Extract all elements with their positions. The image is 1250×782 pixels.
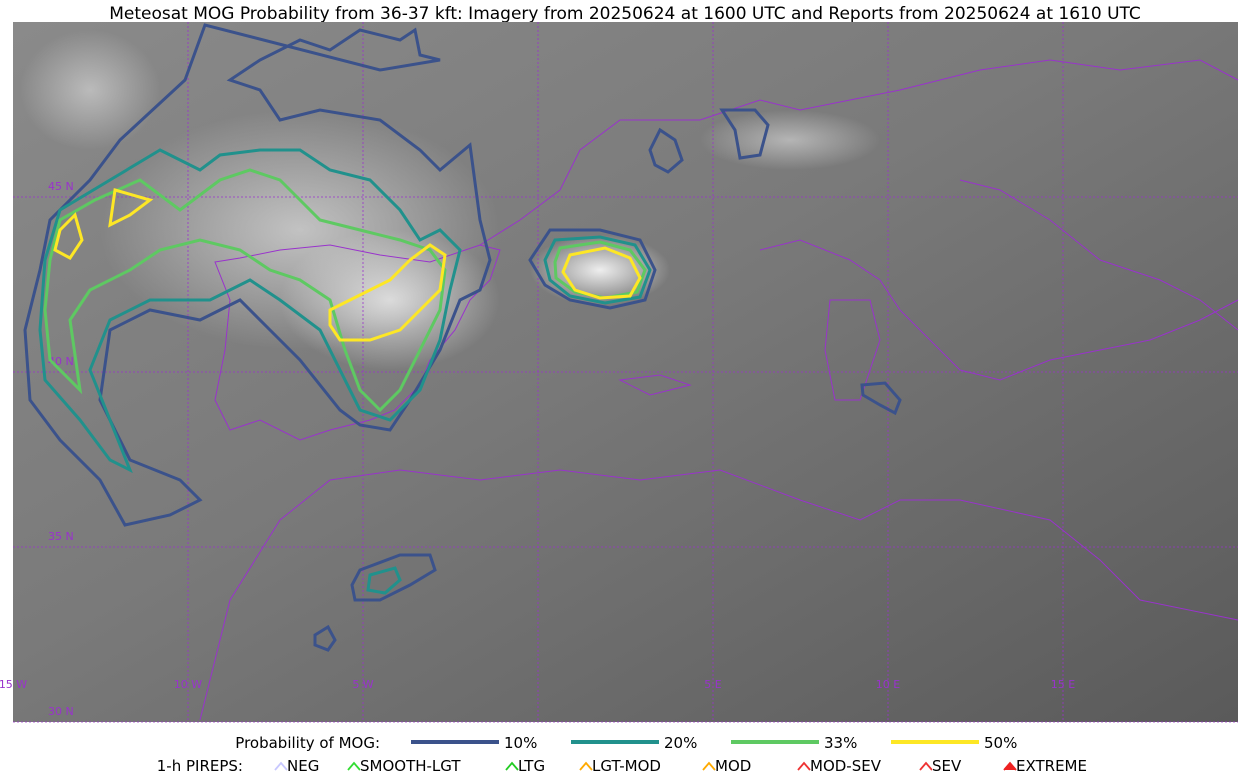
cloud (20, 30, 160, 150)
title: Meteosat MOG Probability from 36-37 kft:… (109, 4, 1141, 24)
pirep-symbol (702, 761, 716, 771)
lon-label: 15 W (0, 678, 27, 691)
coastlines (199, 59, 1239, 721)
pirep-symbol (347, 761, 361, 771)
legend-label: LTG (518, 757, 545, 775)
legend-title: 1-h PIREPS: (157, 757, 243, 775)
cloud (280, 230, 500, 370)
pirep-symbol (505, 761, 519, 771)
legend-label: MOD (715, 757, 751, 775)
lon-label: 15 E (1051, 678, 1075, 691)
pirep-symbol (274, 761, 288, 771)
lon-label: 10 W (174, 678, 202, 691)
legend-label: 33% (824, 734, 857, 752)
legend-label: 20% (664, 734, 697, 752)
legend-label: 10% (504, 734, 537, 752)
legend-label: NEG (287, 757, 319, 775)
lat-label: 45 N (48, 180, 74, 193)
legend-label: EXTREME (1016, 757, 1087, 775)
legend-label: LGT-MOD (592, 757, 661, 775)
lon-label: 5 W (352, 678, 373, 691)
legend-label: SEV (932, 757, 962, 775)
legend-label: 50% (984, 734, 1017, 752)
pirep-symbol (1003, 761, 1017, 771)
contours (23, 23, 902, 652)
cloud (700, 110, 880, 170)
legend-label: MOD-SEV (810, 757, 882, 775)
legend-title: Probability of MOG: (235, 734, 380, 752)
lon-label: 10 E (876, 678, 900, 691)
pirep-symbol (797, 761, 811, 771)
legend: Probability of MOG: 10% 20% 33% 50% 1-h PIREP… (157, 734, 1087, 775)
lon-label: 5 E (704, 678, 721, 691)
pirep-symbol (579, 761, 593, 771)
legend-label: SMOOTH-LGT (360, 757, 461, 775)
lat-label: 30 N (48, 705, 74, 718)
pirep-symbol (919, 761, 933, 771)
lat-label: 35 N (48, 530, 74, 543)
